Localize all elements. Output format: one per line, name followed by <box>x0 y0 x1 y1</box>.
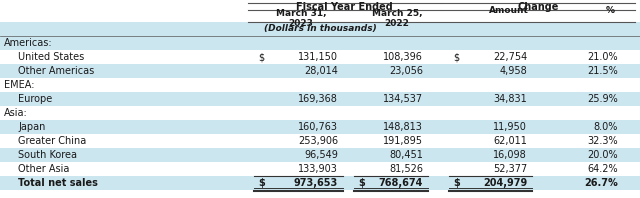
Text: 108,396: 108,396 <box>383 52 423 62</box>
Text: 25.9%: 25.9% <box>588 94 618 104</box>
Text: 32.3%: 32.3% <box>588 136 618 146</box>
Text: Greater China: Greater China <box>18 136 86 146</box>
Text: 4,958: 4,958 <box>499 66 527 76</box>
Bar <box>0 92 640 106</box>
Text: 169,368: 169,368 <box>298 94 338 104</box>
Text: (Dollars in thousands): (Dollars in thousands) <box>264 24 376 32</box>
Text: 96,549: 96,549 <box>304 150 338 160</box>
Text: 81,526: 81,526 <box>389 164 423 174</box>
Text: 23,056: 23,056 <box>389 66 423 76</box>
Text: 204,979: 204,979 <box>483 178 527 188</box>
Text: 52,377: 52,377 <box>493 164 527 174</box>
Text: 148,813: 148,813 <box>383 122 423 132</box>
Bar <box>0 176 640 190</box>
Text: 64.2%: 64.2% <box>588 164 618 174</box>
Text: 768,674: 768,674 <box>379 178 423 188</box>
Text: $: $ <box>453 178 460 188</box>
Text: 191,895: 191,895 <box>383 136 423 146</box>
Text: 131,150: 131,150 <box>298 52 338 62</box>
Text: Total net sales: Total net sales <box>18 178 98 188</box>
Text: Other Americas: Other Americas <box>18 66 94 76</box>
Text: Americas:: Americas: <box>4 38 52 48</box>
Bar <box>0 162 640 176</box>
Text: Fiscal Year Ended: Fiscal Year Ended <box>296 2 392 11</box>
Text: 8.0%: 8.0% <box>594 122 618 132</box>
Text: $: $ <box>258 178 265 188</box>
Text: 253,906: 253,906 <box>298 136 338 146</box>
Text: EMEA:: EMEA: <box>4 80 35 90</box>
Text: 16,098: 16,098 <box>493 150 527 160</box>
Text: Amount: Amount <box>489 6 529 15</box>
Text: 62,011: 62,011 <box>493 136 527 146</box>
Text: $: $ <box>358 178 365 188</box>
Text: 160,763: 160,763 <box>298 122 338 132</box>
Text: 34,831: 34,831 <box>493 94 527 104</box>
Bar <box>0 134 640 148</box>
Bar <box>0 64 640 78</box>
Text: Asia:: Asia: <box>4 108 28 118</box>
Text: 133,903: 133,903 <box>298 164 338 174</box>
Bar <box>0 148 640 162</box>
Bar <box>0 120 640 134</box>
Text: $: $ <box>453 52 459 62</box>
Text: 20.0%: 20.0% <box>588 150 618 160</box>
Text: Europe: Europe <box>18 94 52 104</box>
Text: Other Asia: Other Asia <box>18 164 69 174</box>
Bar <box>0 22 640 36</box>
Bar <box>0 78 640 92</box>
Text: Change: Change <box>517 2 559 11</box>
Text: United States: United States <box>18 52 84 62</box>
Text: March 25,
2022: March 25, 2022 <box>372 9 422 28</box>
Bar <box>0 36 640 50</box>
Text: 21.5%: 21.5% <box>588 66 618 76</box>
Text: 80,451: 80,451 <box>389 150 423 160</box>
Bar <box>0 0 640 48</box>
Text: South Korea: South Korea <box>18 150 77 160</box>
Bar <box>0 50 640 64</box>
Text: 28,014: 28,014 <box>304 66 338 76</box>
Text: 134,537: 134,537 <box>383 94 423 104</box>
Text: March 31,
2023: March 31, 2023 <box>276 9 326 28</box>
Text: 973,653: 973,653 <box>294 178 338 188</box>
Text: 11,950: 11,950 <box>493 122 527 132</box>
Text: 22,754: 22,754 <box>493 52 527 62</box>
Text: %: % <box>605 6 614 15</box>
Text: Japan: Japan <box>18 122 45 132</box>
Text: 26.7%: 26.7% <box>584 178 618 188</box>
Text: $: $ <box>258 52 264 62</box>
Bar <box>0 106 640 120</box>
Text: 21.0%: 21.0% <box>588 52 618 62</box>
